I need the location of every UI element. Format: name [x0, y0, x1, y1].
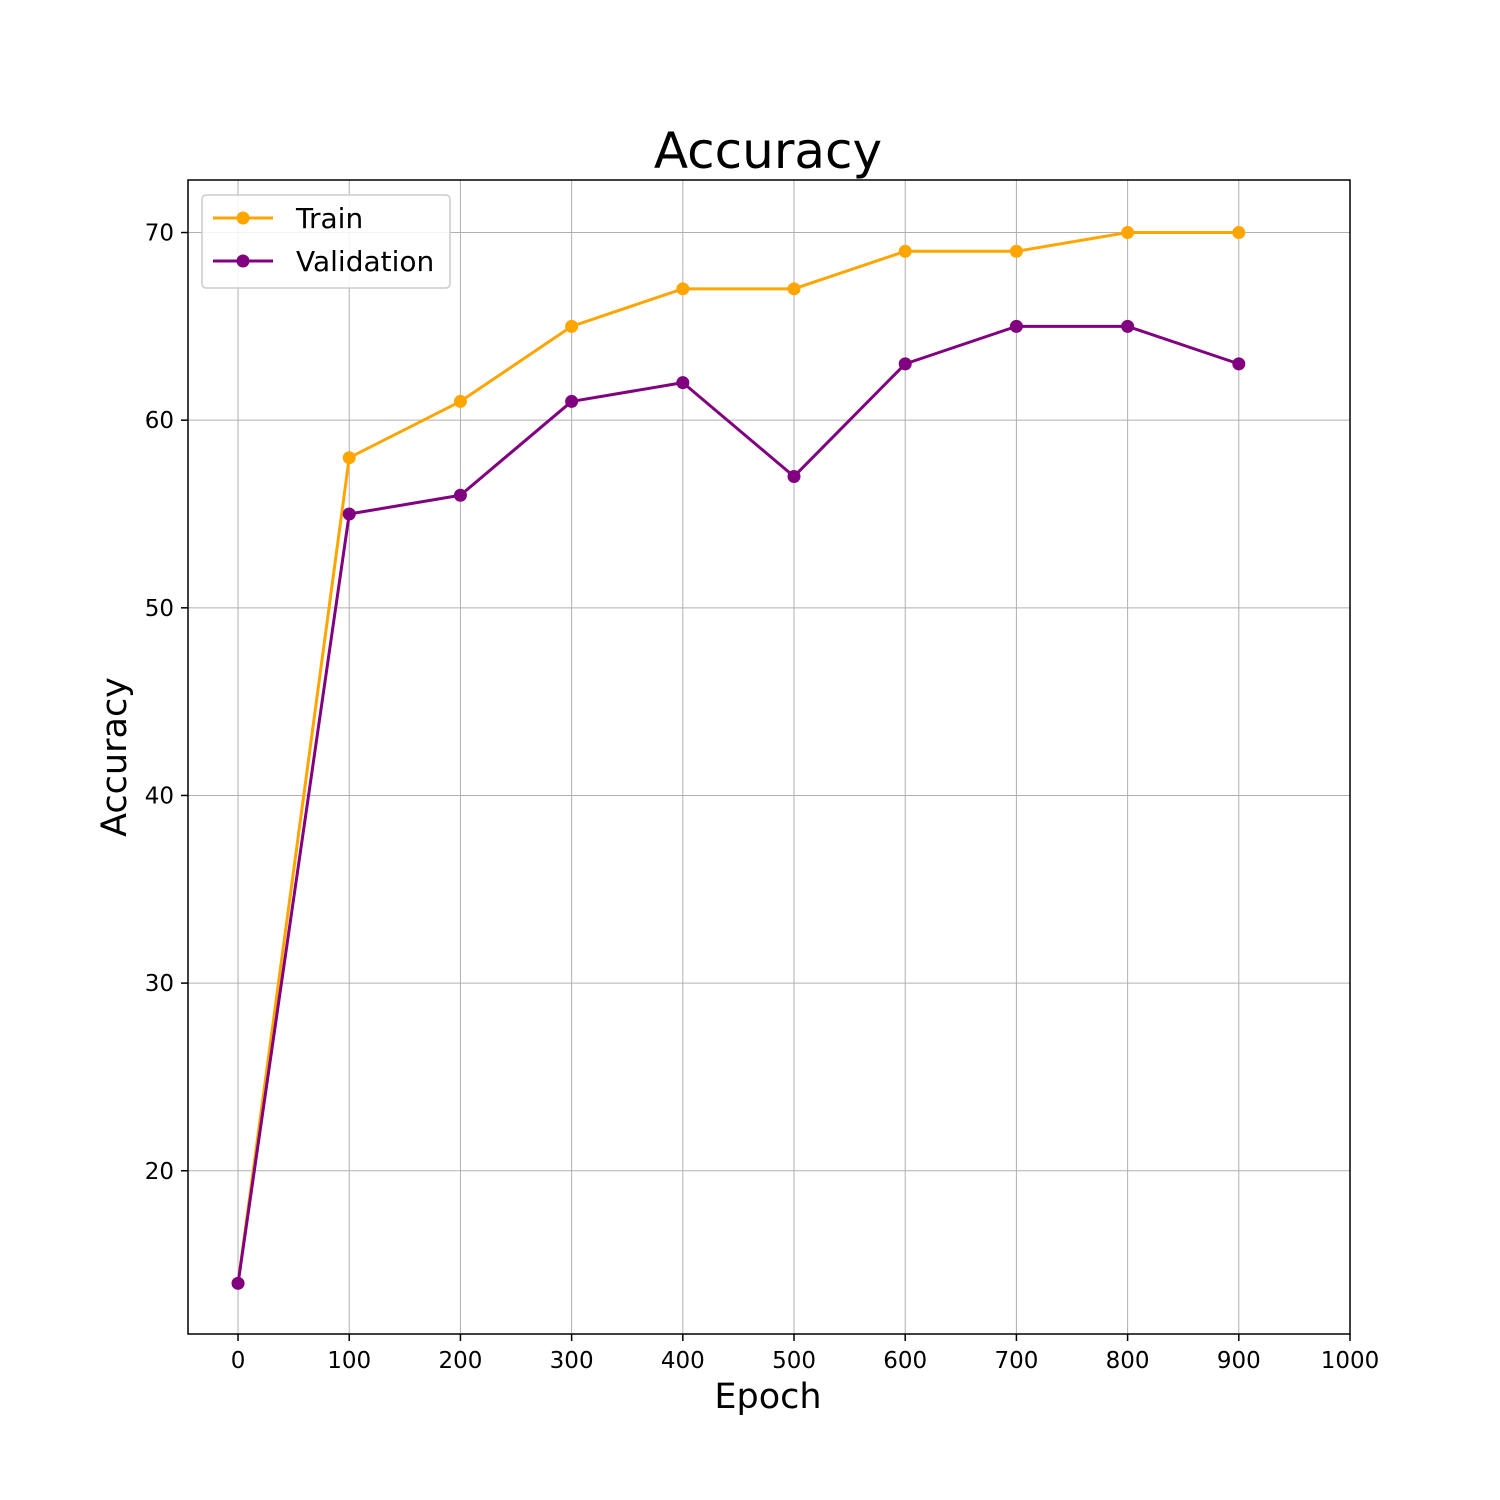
data-point-validation: [342, 507, 356, 521]
data-point-train: [1009, 244, 1023, 258]
x-tick-label: 300: [550, 1348, 594, 1374]
data-point-train: [453, 394, 467, 408]
data-point-validation: [453, 488, 467, 502]
x-tick-label: 0: [231, 1348, 246, 1374]
data-point-validation: [1009, 319, 1023, 333]
data-point-train: [1121, 226, 1135, 240]
data-point-validation: [231, 1276, 245, 1290]
data-point-train: [1232, 226, 1246, 240]
data-point-train: [565, 319, 579, 333]
legend-label: Validation: [296, 245, 434, 278]
data-point-train: [676, 282, 690, 296]
legend-marker: [236, 254, 250, 268]
data-point-train: [787, 282, 801, 296]
chart-title: Accuracy: [654, 122, 882, 180]
series-layer: [231, 226, 1246, 1290]
y-tick-label: 30: [145, 971, 174, 997]
data-point-validation: [676, 376, 690, 390]
x-tick-label: 700: [994, 1348, 1038, 1374]
series-validation: [231, 319, 1246, 1290]
legend-item-train: Train: [213, 202, 363, 235]
x-tick-label: 600: [883, 1348, 927, 1374]
legend-item-validation: Validation: [213, 245, 434, 278]
x-tick-label: 900: [1217, 1348, 1261, 1374]
y-axis-label: Accuracy: [95, 677, 135, 837]
y-tick-label: 20: [145, 1159, 174, 1185]
plot-frame: [187, 179, 1351, 1335]
data-point-validation: [1232, 357, 1246, 371]
grid-lines: [188, 180, 1351, 1334]
y-tick-label: 40: [145, 783, 174, 809]
x-tick-label: 200: [438, 1348, 482, 1374]
x-tick-label: 400: [661, 1348, 705, 1374]
data-point-validation: [787, 469, 801, 483]
x-axis-label: Epoch: [714, 1377, 821, 1417]
y-tick-label: 60: [145, 408, 174, 434]
data-point-train: [342, 451, 356, 465]
x-tick-label: 500: [772, 1348, 816, 1374]
x-tick-label: 1000: [1321, 1348, 1380, 1374]
y-tick-label: 70: [145, 221, 174, 247]
x-tick-label: 100: [327, 1348, 371, 1374]
y-tick-label: 50: [145, 596, 174, 622]
legend: Train Validation: [201, 194, 451, 289]
series-line-validation: [236, 324, 1240, 1284]
x-axis-ticks: 0 100 200 300 400 500 600 700 800 900 1000: [231, 1334, 1380, 1374]
series-train: [231, 226, 1246, 1290]
data-point-validation: [898, 357, 912, 371]
data-point-validation: [1121, 319, 1135, 333]
data-point-validation: [565, 394, 579, 408]
legend-label: Train: [295, 202, 363, 235]
y-axis-ticks: 20 30 40 50 60 70: [145, 221, 188, 1185]
x-tick-label: 800: [1106, 1348, 1150, 1374]
legend-marker: [236, 211, 250, 225]
data-point-train: [898, 244, 912, 258]
series-line-train: [236, 231, 1239, 1284]
